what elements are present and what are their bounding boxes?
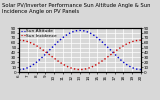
Legend: Sun Altitude, Sun Incidence: Sun Altitude, Sun Incidence — [20, 29, 57, 38]
Text: Solar PV/Inverter Performance Sun Altitude Angle & Sun Incidence Angle on PV Pan: Solar PV/Inverter Performance Sun Altitu… — [2, 3, 150, 14]
